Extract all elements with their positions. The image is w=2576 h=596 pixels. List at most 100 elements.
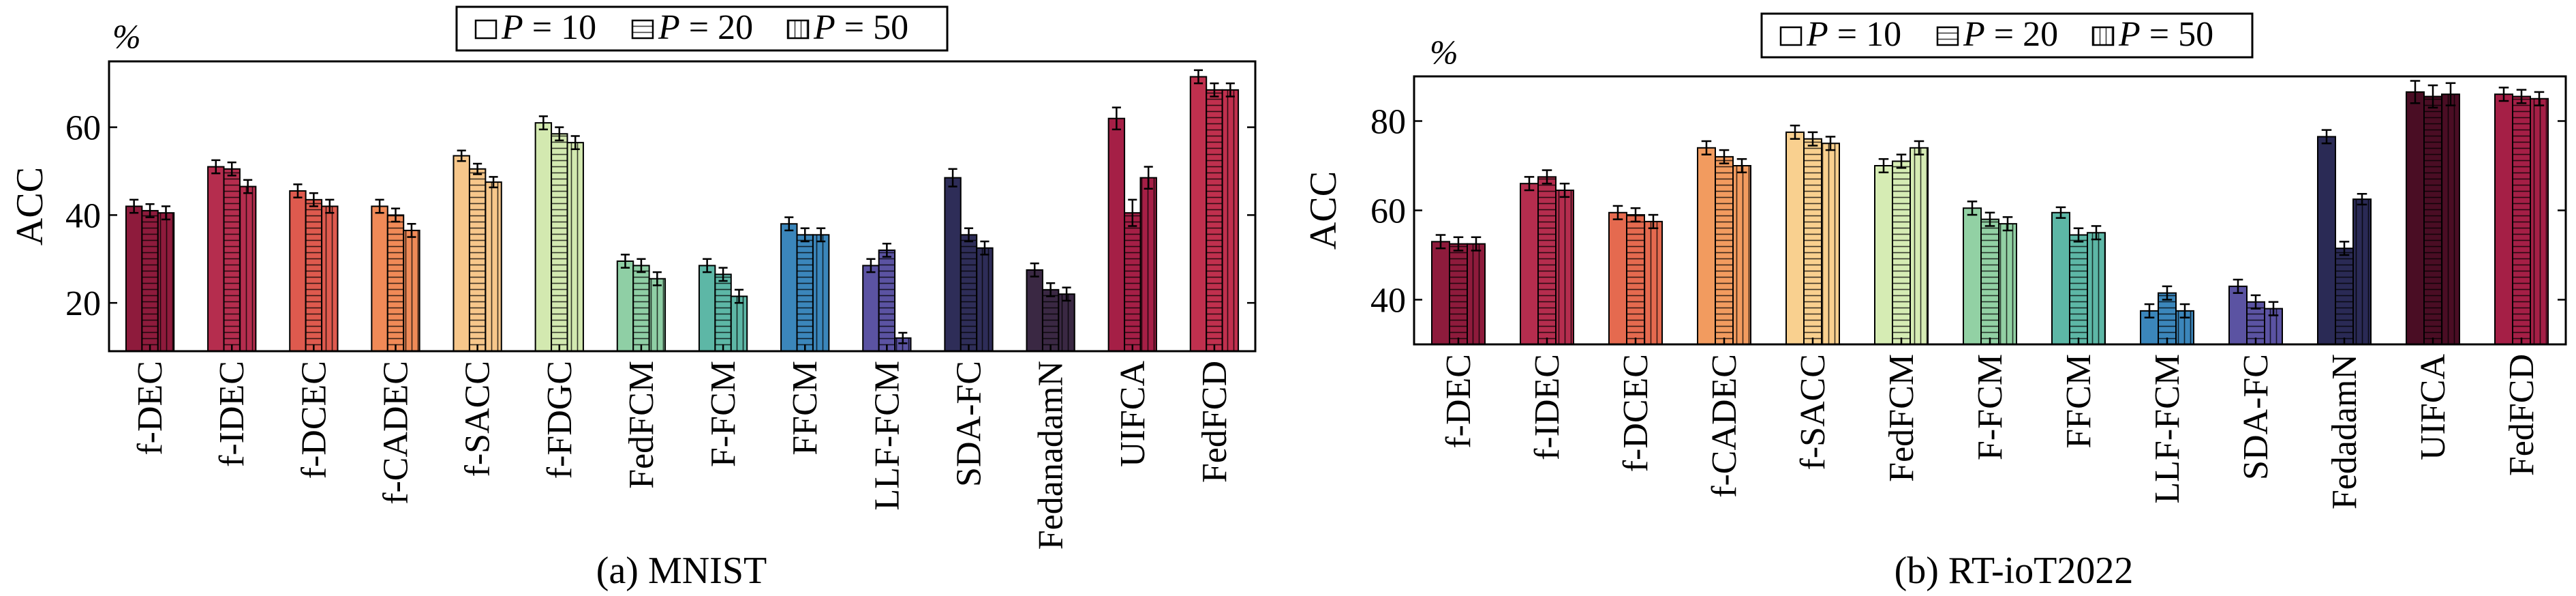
category-label: f-DCEC bbox=[294, 361, 333, 479]
chart-caption: (a) MNIST bbox=[596, 550, 767, 592]
bar-f-sacc-p10 bbox=[453, 155, 470, 353]
error-bar bbox=[129, 198, 139, 214]
bar-hatch bbox=[157, 213, 174, 351]
legend-box bbox=[1760, 12, 2254, 59]
bar-hatch bbox=[1715, 156, 1733, 344]
bar-hatch bbox=[322, 206, 338, 351]
bar-hatch bbox=[2070, 235, 2087, 344]
bar-fedfcd-p10 bbox=[2494, 93, 2513, 345]
error-bar bbox=[2073, 227, 2084, 243]
category-label: f-FDGC bbox=[540, 361, 579, 479]
error-bar bbox=[620, 254, 630, 269]
error-bar bbox=[1736, 158, 1747, 174]
error-bar bbox=[882, 242, 891, 258]
category-label: f-IDEC bbox=[1528, 354, 1567, 460]
category-label: LLF-FCM bbox=[2148, 354, 2187, 504]
error-bar bbox=[800, 227, 810, 243]
legend-label-p50: P = 50 bbox=[813, 8, 908, 47]
bar-hatch bbox=[224, 168, 240, 352]
bar-ffcm-p10 bbox=[2051, 211, 2070, 345]
error-bar bbox=[375, 198, 384, 214]
bar-fedadamn-p10 bbox=[2317, 136, 2336, 346]
error-bar bbox=[2162, 285, 2173, 301]
error-bar bbox=[1524, 176, 1535, 192]
error-bar bbox=[2055, 206, 2066, 219]
category-label: f-DEC bbox=[1439, 354, 1478, 449]
legend-b: P = 10 P = 20 P = 50 bbox=[1760, 12, 2254, 59]
bar-f-fcm-p10 bbox=[698, 265, 716, 353]
legend-box bbox=[455, 5, 949, 52]
bar-hatch bbox=[1467, 243, 1485, 344]
error-bar bbox=[1435, 234, 1446, 250]
bar-hatch bbox=[305, 199, 322, 351]
error-bar bbox=[703, 258, 712, 273]
category-label: f-CADEC bbox=[1705, 354, 1744, 498]
bar-hatch bbox=[1999, 224, 2017, 344]
bar-hatch bbox=[1450, 243, 1467, 344]
error-bar bbox=[1878, 158, 1889, 174]
bar-hatch bbox=[239, 186, 256, 351]
error-bar bbox=[538, 115, 548, 131]
unit-label: % bbox=[112, 17, 141, 55]
error-bar bbox=[784, 216, 794, 232]
bar-fedanadamn-p10 bbox=[1026, 269, 1043, 352]
error-bar bbox=[407, 223, 416, 238]
error-bar bbox=[2339, 241, 2350, 256]
chart-caption: (b) RT-ioT2022 bbox=[1895, 550, 2134, 592]
category-label: f-DEC bbox=[131, 361, 170, 456]
bar-hatch bbox=[812, 235, 829, 351]
bar-hatch bbox=[1733, 166, 1751, 344]
error-bar bbox=[325, 198, 335, 214]
error-bar bbox=[555, 126, 564, 142]
category-label: FedFCD bbox=[1195, 361, 1234, 483]
error-bar bbox=[948, 168, 957, 188]
bar-hatch bbox=[1206, 89, 1223, 351]
bar-hatch bbox=[649, 278, 666, 351]
category-label: FFCM bbox=[786, 361, 825, 456]
bar-fedfcd-p10 bbox=[1189, 76, 1208, 353]
bar-hatch bbox=[1140, 177, 1156, 351]
error-bar bbox=[816, 227, 826, 243]
category-label: f-DCEC bbox=[1616, 354, 1655, 472]
bar-hatch bbox=[1058, 294, 1075, 351]
legend-label-p10: P = 10 bbox=[1806, 15, 1901, 54]
error-bar bbox=[309, 192, 318, 207]
legend-label-p20: P = 20 bbox=[658, 8, 753, 47]
bar-hatch bbox=[2530, 98, 2548, 344]
bar-hatch bbox=[633, 265, 649, 351]
y-tick-label: 40 bbox=[65, 196, 101, 235]
legend-label-p50: P = 50 bbox=[2118, 15, 2213, 54]
category-label: FedFCM bbox=[622, 361, 661, 489]
category-label: LLF-FCM bbox=[868, 361, 906, 511]
error-bar bbox=[2321, 129, 2332, 145]
category-label: FFCM bbox=[2059, 354, 2098, 449]
legend-a: P = 10 P = 20 P = 50 bbox=[455, 5, 949, 52]
error-bar bbox=[1471, 236, 1482, 252]
error-bar bbox=[1630, 207, 1641, 223]
category-label: UIFCA bbox=[1114, 361, 1152, 467]
category-label: FedanadamN bbox=[1032, 361, 1071, 550]
error-bar bbox=[1225, 82, 1235, 98]
error-bar bbox=[473, 162, 482, 175]
bar-f-idec-p10 bbox=[207, 166, 225, 353]
bar-f-cadec-p10 bbox=[1697, 147, 1716, 346]
error-bar bbox=[2250, 294, 2261, 310]
error-bar bbox=[2410, 80, 2421, 104]
error-bar bbox=[1144, 166, 1153, 190]
bar-hatch bbox=[2335, 248, 2353, 344]
error-bar bbox=[1193, 69, 1203, 85]
bar-hatch bbox=[960, 235, 977, 351]
error-bar bbox=[2534, 91, 2545, 106]
bar-hatch bbox=[1627, 215, 1644, 344]
error-bar bbox=[1984, 211, 1995, 227]
error-bar bbox=[1062, 286, 1071, 302]
bar-hatch bbox=[977, 248, 993, 351]
error-bar bbox=[390, 207, 401, 223]
error-bar bbox=[1210, 82, 1219, 98]
error-bar bbox=[1111, 106, 1121, 131]
legend-swatch-p10 bbox=[474, 19, 497, 40]
legend-label-p10: P = 10 bbox=[501, 8, 596, 47]
error-bar bbox=[866, 258, 876, 273]
bar-hatch bbox=[2158, 293, 2176, 344]
